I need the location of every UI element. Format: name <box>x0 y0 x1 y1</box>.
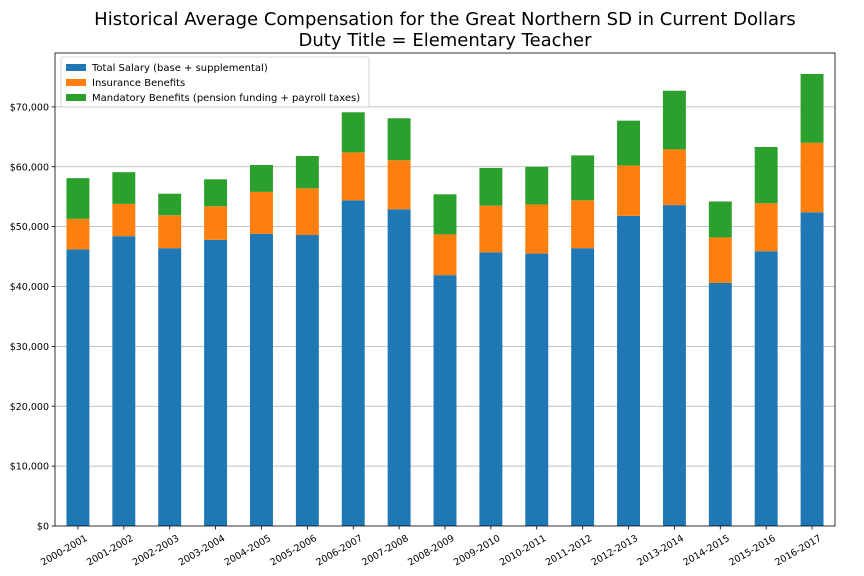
x-tick-label: 2009-2010 <box>452 533 502 568</box>
x-tick-label: 2011-2012 <box>544 533 594 568</box>
bar-segment-3 <box>479 167 503 206</box>
bar-segment-1 <box>341 200 365 526</box>
bar-segment-3 <box>158 193 182 216</box>
legend-label: Mandatory Benefits (pension funding + pa… <box>92 93 360 104</box>
bar-segment-2 <box>708 237 732 283</box>
y-tick-label: $40,000 <box>10 282 49 293</box>
bar-segment-1 <box>158 248 182 526</box>
bar-segment-3 <box>112 172 136 204</box>
y-tick-label: $70,000 <box>10 102 49 113</box>
bar-segment-2 <box>433 234 457 276</box>
chart-title: Historical Average Compensation for the … <box>94 9 796 30</box>
bar-segment-3 <box>204 179 228 207</box>
bar-segment-1 <box>112 236 136 527</box>
bar-segment-2 <box>204 206 228 240</box>
x-tick-label: 2015-2016 <box>727 533 777 568</box>
bar-segment-3 <box>66 178 90 219</box>
y-tick-label: $20,000 <box>10 402 49 413</box>
bar-segment-1 <box>250 233 273 526</box>
bar-segment-2 <box>571 200 595 249</box>
bar-segment-2 <box>112 203 136 237</box>
x-tick-label: 2002-2003 <box>131 533 181 568</box>
bar-segment-2 <box>66 218 90 250</box>
bar-segment-2 <box>800 142 824 213</box>
bar-segment-3 <box>341 112 365 153</box>
bar-segment-3 <box>250 164 273 192</box>
bar-segment-1 <box>204 239 228 527</box>
x-tick-label: 2005-2006 <box>268 533 318 568</box>
x-tick-label: 2016-2017 <box>773 533 823 568</box>
bar-segment-2 <box>662 149 686 206</box>
bar-segment-3 <box>387 118 411 161</box>
bar-segment-3 <box>433 194 457 235</box>
y-tick-label: $10,000 <box>10 462 49 473</box>
bar-segment-1 <box>295 235 319 526</box>
bar-segment-1 <box>66 249 90 526</box>
bar-segment-1 <box>571 248 595 526</box>
bar-segment-2 <box>387 160 411 210</box>
x-tick-label: 2000-2001 <box>39 533 89 568</box>
legend-swatch <box>66 94 86 101</box>
x-tick-label: 2014-2015 <box>681 533 731 568</box>
legend-label: Total Salary (base + supplemental) <box>91 63 268 74</box>
bar-segment-3 <box>708 201 732 238</box>
bar-segment-2 <box>341 152 365 201</box>
x-tick-label: 2007-2008 <box>360 533 410 568</box>
bar-segment-2 <box>479 205 503 253</box>
bar-segment-1 <box>387 209 411 526</box>
bar-segment-2 <box>754 203 778 252</box>
bar-segment-3 <box>617 120 640 166</box>
y-tick-label: $50,000 <box>10 222 49 233</box>
x-tick-label: 2012-2013 <box>590 533 640 568</box>
bar-segment-1 <box>617 215 640 526</box>
legend: Total Salary (base + supplemental) Insura… <box>60 56 370 108</box>
bar-segment-1 <box>479 252 503 526</box>
x-tick-label: 2001-2002 <box>85 533 135 568</box>
y-tick-label: $0 <box>37 522 49 533</box>
bar-segment-1 <box>754 251 778 526</box>
bar-segment-3 <box>525 166 549 205</box>
y-tick-label: $60,000 <box>10 162 49 173</box>
bar-segment-3 <box>662 90 686 150</box>
bar-segment-3 <box>295 155 319 189</box>
legend-label: Insurance Benefits <box>92 78 185 89</box>
legend-box <box>60 56 370 108</box>
chart-subtitle: Duty Title = Elementary Teacher <box>299 30 593 51</box>
bar-segment-1 <box>433 275 457 526</box>
bar-segment-1 <box>525 253 549 527</box>
bar-segment-2 <box>295 188 319 236</box>
bar-segment-2 <box>158 215 182 249</box>
y-tick-label: $30,000 <box>10 342 49 353</box>
bar-segment-2 <box>250 191 273 234</box>
bars <box>66 73 824 527</box>
bar-segment-3 <box>800 73 824 143</box>
legend-swatch <box>66 79 86 86</box>
x-tick-label: 2004-2005 <box>223 533 273 568</box>
bar-segment-1 <box>708 282 732 526</box>
bar-segment-1 <box>662 205 686 526</box>
x-tick-label: 2008-2009 <box>406 533 456 568</box>
bar-segment-3 <box>754 147 778 204</box>
bar-segment-3 <box>571 155 595 201</box>
legend-swatch <box>66 64 86 71</box>
bar-segment-2 <box>525 204 549 254</box>
x-tick-label: 2006-2007 <box>314 533 364 568</box>
x-tick-label: 2013-2014 <box>636 533 686 568</box>
x-tick-label: 2010-2011 <box>498 533 548 568</box>
bar-segment-2 <box>617 165 640 216</box>
bar-segment-1 <box>800 212 824 526</box>
x-tick-label: 2003-2004 <box>177 533 227 568</box>
